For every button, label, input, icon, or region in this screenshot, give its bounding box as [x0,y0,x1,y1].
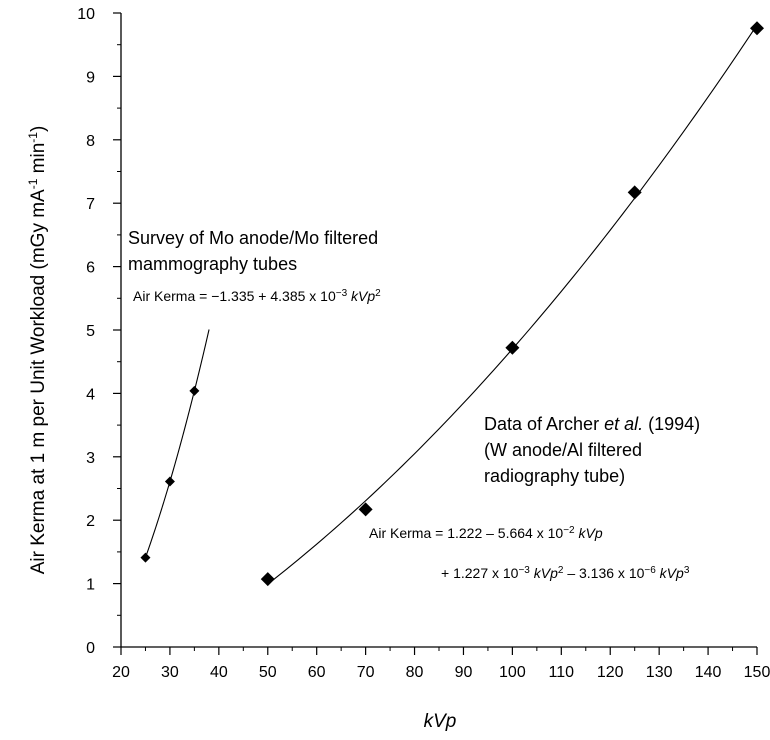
archer-label-line3: radiography tube) [484,466,625,486]
fit-curve-series-1 [144,329,210,558]
archer-eq1-a: Air Kerma = 1.222 – 5.664 x 10 [369,525,563,541]
archer-equation-line2: + 1.227 x 10−3 kVp2 – 3.136 x 10−6 kVp3 [441,565,690,582]
mammo-eq-d: 2 [375,288,381,299]
x-tick-label: 120 [597,664,624,681]
x-tick-label: 80 [406,664,424,681]
x-tick-label: 60 [308,664,326,681]
y-axis-title-sup2: -1 [26,132,40,143]
y-tick-label: 4 [86,386,95,403]
data-point-series-1 [189,385,200,396]
mammo-eq-c: kVp [347,288,375,304]
x-axis-title: kVp [424,711,457,732]
archer-eq2-g: kVp [656,565,684,581]
x-tick-label: 30 [161,664,179,681]
y-tick-label: 10 [77,6,95,23]
y-ticks: 0 1 2 3 4 5 6 7 8 9 10 [77,6,121,657]
y-tick-label: 9 [86,69,95,86]
y-axis-title-main: Air Kerma at 1 m per Unit Workload (mGy … [28,189,49,574]
y-axis-title-end: ) [28,126,49,132]
archer-l1-c: (1994) [643,414,700,434]
fit-curve-series-2 [267,24,758,585]
mammo-label-line1: Survey of Mo anode/Mo filtered [128,228,378,248]
archer-label-line1: Data of Archer et al. (1994) [484,414,700,434]
archer-eq2-f: −6 [644,565,656,576]
archer-equation-line1: Air Kerma = 1.222 – 5.664 x 10−2 kVp [369,525,603,542]
data-point-series-2 [627,185,642,200]
x-tick-label: 150 [744,664,770,681]
data-point-series-1 [164,476,175,487]
archer-eq2-b: −3 [518,565,530,576]
archer-eq2-d: 2 [558,565,564,576]
data-point-series-2 [260,572,275,587]
data-point-series-1 [140,552,151,563]
mammo-equation: Air Kerma = −1.335 + 4.385 x 10−3 kVp2 [133,288,381,305]
mammo-eq-a: Air Kerma = −1.335 + 4.385 x 10 [133,288,336,304]
x-tick-label: 40 [210,664,228,681]
y-tick-label: 7 [86,196,95,213]
x-tick-label: 140 [695,664,722,681]
y-tick-label: 2 [86,513,95,530]
y-axis-title-mid: min [28,143,49,179]
x-tick-label: 70 [357,664,375,681]
data-point-series-2 [358,502,373,517]
fit-curves [144,24,758,585]
x-tick-label: 90 [455,664,473,681]
y-axis-title: Air Kerma at 1 m per Unit Workload (mGy … [26,126,49,575]
x-tick-label: 100 [499,664,526,681]
archer-eq1-c: kVp [575,525,603,541]
mammo-label-line2: mammography tubes [128,254,297,274]
x-tick-label: 20 [112,664,130,681]
data-point-series-2 [505,340,520,355]
y-tick-label: 5 [86,323,95,340]
data-point-series-2 [750,21,764,36]
archer-eq1-b: −2 [563,525,575,536]
x-ticks: 20 30 40 50 60 70 80 90 100 110 120 130 140 150 [112,647,770,681]
axes: 20 30 40 50 60 70 80 90 100 110 120 130 140 150 0 1 2 3 4… [77,6,770,681]
y-tick-label: 0 [86,640,95,657]
archer-eq2-h: 3 [684,565,690,576]
archer-eq2-a: + 1.227 x 10 [441,565,519,581]
archer-l1-b: et al. [604,414,643,434]
y-tick-label: 1 [86,577,95,594]
mammo-eq-b: −3 [336,288,348,299]
y-tick-label: 6 [86,260,95,277]
x-tick-label: 130 [646,664,673,681]
x-tick-label: 50 [259,664,277,681]
archer-eq2-c: kVp [530,565,558,581]
archer-label-line2: (W anode/Al filtered [484,440,642,460]
y-axis-title-sup1: -1 [26,178,40,189]
x-tick-label: 110 [549,664,575,681]
y-tick-label: 3 [86,450,95,467]
y-tick-label: 8 [86,133,95,150]
archer-l1-a: Data of Archer [484,414,604,434]
archer-eq2-e: – 3.136 x 10 [563,565,644,581]
data-points [140,21,764,587]
